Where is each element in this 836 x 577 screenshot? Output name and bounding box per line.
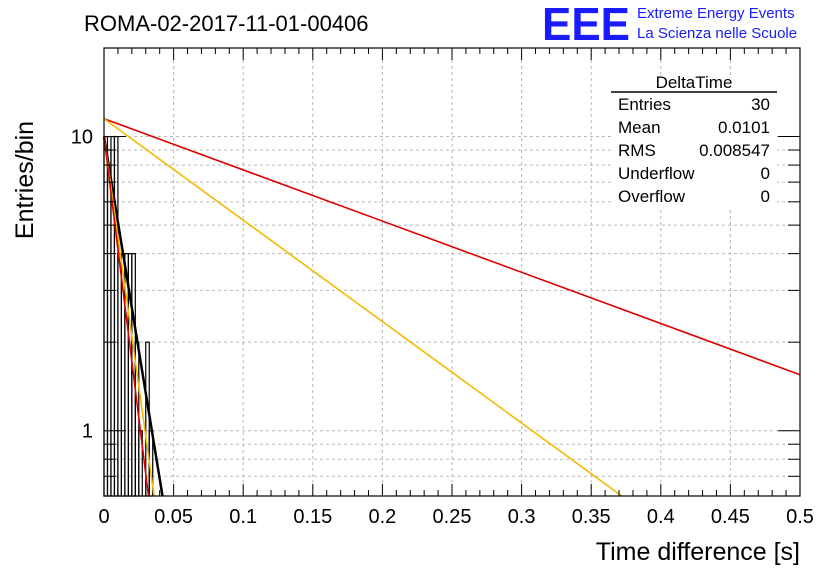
stats-row-label: Underflow xyxy=(618,164,695,183)
fit-lines xyxy=(102,117,801,497)
y-tick-label: 10 xyxy=(71,127,93,149)
y-axis-ticks: 1 10 xyxy=(71,47,800,497)
stats-title: DeltaTime xyxy=(656,73,733,92)
fit-line-4 xyxy=(103,136,155,497)
x-tick-label: 0.45 xyxy=(711,506,750,528)
x-tick-label: 0.4 xyxy=(647,506,675,528)
stats-row-value: 30 xyxy=(751,95,770,114)
y-tick-label: 1 xyxy=(82,421,93,443)
fit-line-2 xyxy=(103,118,623,497)
stats-row-label: Overflow xyxy=(618,187,686,206)
chart-title: ROMA-02-2017-11-01-00406 xyxy=(84,11,369,36)
stats-row-label: Entries xyxy=(618,95,671,114)
x-tick-label: 0 xyxy=(98,506,109,528)
x-tick-label: 0.05 xyxy=(154,506,193,528)
stats-row-label: Mean xyxy=(618,118,661,137)
stats-box: DeltaTime Entries 30 Mean 0.0101 RMS 0.008547… xyxy=(611,73,777,207)
x-tick-label: 0.3 xyxy=(508,506,536,528)
x-tick-label: 0.2 xyxy=(368,506,396,528)
stats-row-value: 0 xyxy=(761,164,770,183)
fit-line-1 xyxy=(103,117,801,376)
x-tick-label: 0.35 xyxy=(572,506,611,528)
x-tick-label: 0.1 xyxy=(229,506,257,528)
x-axis-ticks: 0 0.05 0.1 0.15 0.2 0.25 0.3 0.35 0.4 0.45 0.5 xyxy=(98,48,814,528)
stats-row-value: 0.0101 xyxy=(718,118,770,137)
x-tick-label: 0.5 xyxy=(786,506,814,528)
eee-logo: EEE Extreme Energy Events La Scienza nel… xyxy=(542,0,797,50)
y-axis-title: Entries/bin xyxy=(11,121,39,239)
stats-box-background xyxy=(611,75,777,207)
x-tick-label: 0.15 xyxy=(293,506,332,528)
logo-line-2: La Scienza nelle Scuole xyxy=(637,25,797,42)
x-axis-title: Time difference [s] xyxy=(596,538,800,566)
stats-row-value: 0 xyxy=(761,187,770,206)
x-tick-label: 0.25 xyxy=(433,506,472,528)
stats-row-value: 0.008547 xyxy=(699,141,770,160)
stats-row-label: RMS xyxy=(618,141,656,160)
logo-line-1: Extreme Energy Events xyxy=(637,5,795,22)
fit-line-5 xyxy=(103,136,150,497)
grid-lines xyxy=(104,48,800,496)
logo-letters: EEE xyxy=(542,0,630,50)
fit-line-3 xyxy=(102,136,164,497)
